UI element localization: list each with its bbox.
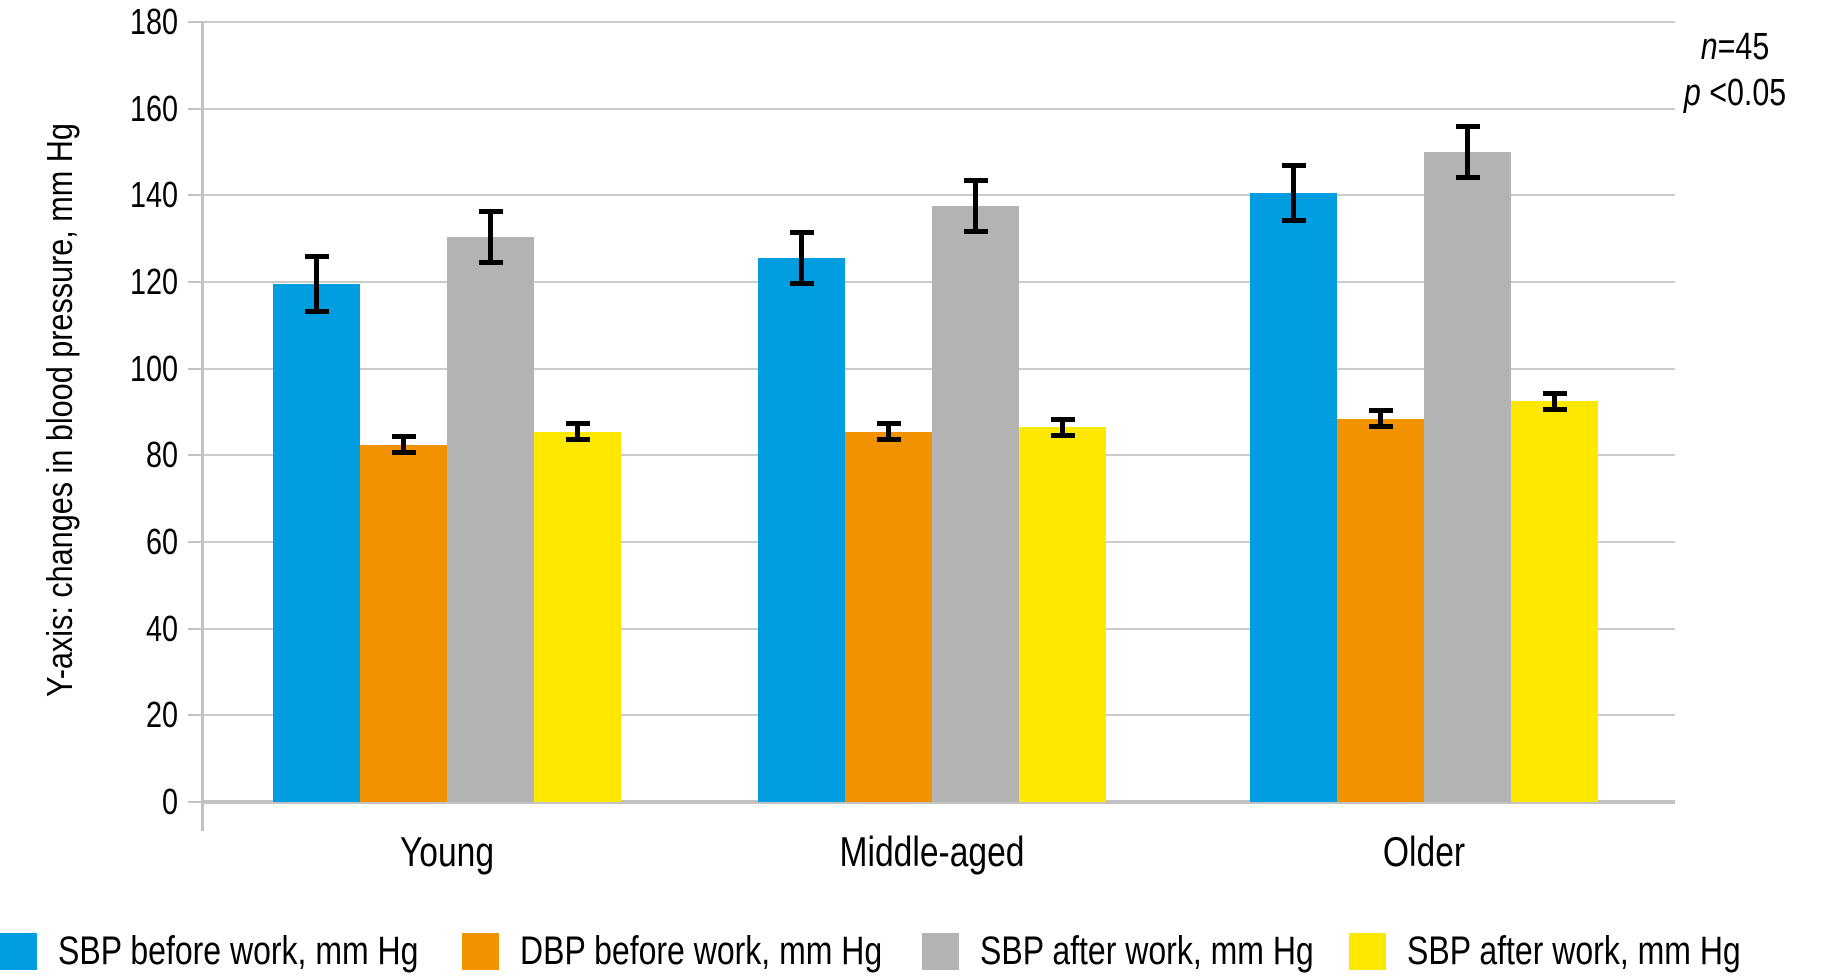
- error-bar-cap: [478, 259, 503, 265]
- legend-swatch: [1349, 933, 1386, 970]
- annotation: n=45: [1659, 24, 1811, 70]
- error-bar-cap: [789, 281, 814, 287]
- y-tick-label: 0: [161, 781, 178, 822]
- x-category-label-young: Young: [399, 828, 495, 875]
- error-bar-cap: [565, 437, 590, 443]
- error-bar-cap: [1368, 424, 1393, 430]
- error-bar-line: [401, 435, 406, 454]
- bar-dbp-before-work,-older: [1337, 418, 1424, 802]
- gridline: [203, 21, 1675, 23]
- error-bar-line: [488, 210, 493, 263]
- error-bar-cap: [1542, 390, 1567, 396]
- error-bar-cap: [391, 450, 416, 456]
- annotation-symbol: n: [1700, 26, 1718, 68]
- error-bar-line: [1291, 165, 1296, 222]
- bar-sbp-after-work,-middle-aged: [1019, 427, 1106, 802]
- y-axis-line: [201, 21, 204, 831]
- error-bar-cap: [304, 309, 329, 315]
- y-tick-label: 160: [129, 87, 178, 129]
- error-bar-cap: [963, 229, 988, 235]
- y-tick-label: 180: [129, 1, 178, 42]
- bar-sbp-after-work,-older: [1511, 401, 1598, 802]
- error-bar-cap: [391, 433, 416, 439]
- error-bar-cap: [478, 208, 503, 214]
- legend-swatch: [0, 933, 37, 970]
- y-tick-label: 20: [145, 694, 178, 736]
- y-axis-tick: [188, 801, 203, 803]
- x-axis-line: [203, 800, 1675, 804]
- error-bar-cap: [963, 178, 988, 184]
- y-tick-label: 60: [145, 521, 178, 562]
- error-bar-line: [1060, 418, 1065, 436]
- bar-dbp-before-work,-young: [360, 444, 447, 802]
- legend-label: SBP before work, mm Hg: [58, 929, 419, 973]
- error-bar-line: [799, 232, 804, 285]
- y-tick-label: 80: [145, 434, 178, 476]
- x-category-label-middle-aged: Middle-aged: [839, 828, 1025, 875]
- bar-sbp-after-work,-middle-aged: [932, 206, 1019, 802]
- y-tick-label: 140: [129, 174, 178, 216]
- error-bar-line: [973, 180, 978, 233]
- error-bar-line: [1378, 409, 1383, 428]
- error-bar-cap: [1455, 124, 1480, 129]
- error-bar-line: [1465, 126, 1470, 178]
- y-tick-label: 40: [145, 607, 178, 649]
- y-axis-tick: [188, 541, 203, 543]
- annotation-value: =45: [1717, 26, 1770, 68]
- legend-swatch: [462, 933, 499, 970]
- y-axis-tick: [188, 107, 203, 110]
- bar-sbp-after-work,-young: [534, 431, 621, 802]
- error-bar-cap: [1455, 175, 1480, 180]
- error-bar-cap: [1050, 416, 1075, 422]
- bar-sbp-before-work,-older: [1250, 193, 1337, 802]
- error-bar-cap: [876, 420, 901, 426]
- y-axis-tick: [188, 281, 203, 283]
- gridline: [203, 194, 1675, 197]
- y-axis-tick: [188, 194, 203, 197]
- y-axis-tick: [188, 454, 203, 457]
- legend-swatch: [922, 933, 959, 970]
- legend-item: SBP after work, mm Hg: [922, 929, 1397, 974]
- error-bar-line: [1552, 392, 1557, 410]
- error-bar-cap: [1368, 407, 1393, 413]
- bar-sbp-after-work,-older: [1424, 152, 1511, 802]
- error-bar-cap: [1281, 163, 1306, 168]
- bar-sbp-after-work,-young: [447, 236, 534, 802]
- y-axis-tick: [188, 367, 203, 370]
- annotation-value: <0.05: [1700, 72, 1787, 114]
- error-bar-cap: [565, 420, 590, 426]
- legend-label: DBP before work, mm Hg: [520, 929, 883, 973]
- y-axis-tick: [188, 714, 203, 717]
- error-bar-line: [314, 256, 319, 313]
- error-bar-cap: [304, 254, 329, 259]
- y-axis-tick: [188, 21, 203, 23]
- error-bar-cap: [1281, 218, 1306, 224]
- error-bar-cap: [876, 437, 901, 443]
- error-bar-cap: [1050, 432, 1075, 438]
- annotation: p <0.05: [1659, 70, 1811, 116]
- bar-sbp-before-work,-young: [273, 284, 360, 802]
- error-bar-line: [886, 422, 891, 441]
- legend-item: SBP after work, mm Hg: [1349, 929, 1824, 974]
- error-bar-line: [575, 422, 580, 441]
- error-bar-cap: [1542, 406, 1567, 412]
- annotation-symbol: p: [1683, 72, 1701, 114]
- legend-label: SBP after work, mm Hg: [980, 929, 1314, 973]
- error-bar-cap: [789, 230, 814, 236]
- gridline: [203, 107, 1675, 110]
- y-axis-title: Y-axis: changes in blood pressure, mm Hg: [39, 123, 80, 697]
- y-tick-label: 100: [129, 347, 178, 389]
- legend-item: DBP before work, mm Hg: [462, 929, 973, 974]
- bar-dbp-before-work,-middle-aged: [845, 431, 932, 802]
- x-category-label-older: Older: [1382, 828, 1466, 875]
- legend-label: SBP after work, mm Hg: [1407, 929, 1741, 973]
- legend-item: SBP before work, mm Hg: [0, 929, 509, 974]
- y-axis-tick: [188, 627, 203, 630]
- bar-sbp-before-work,-middle-aged: [758, 258, 845, 802]
- y-tick-label: 120: [129, 261, 178, 302]
